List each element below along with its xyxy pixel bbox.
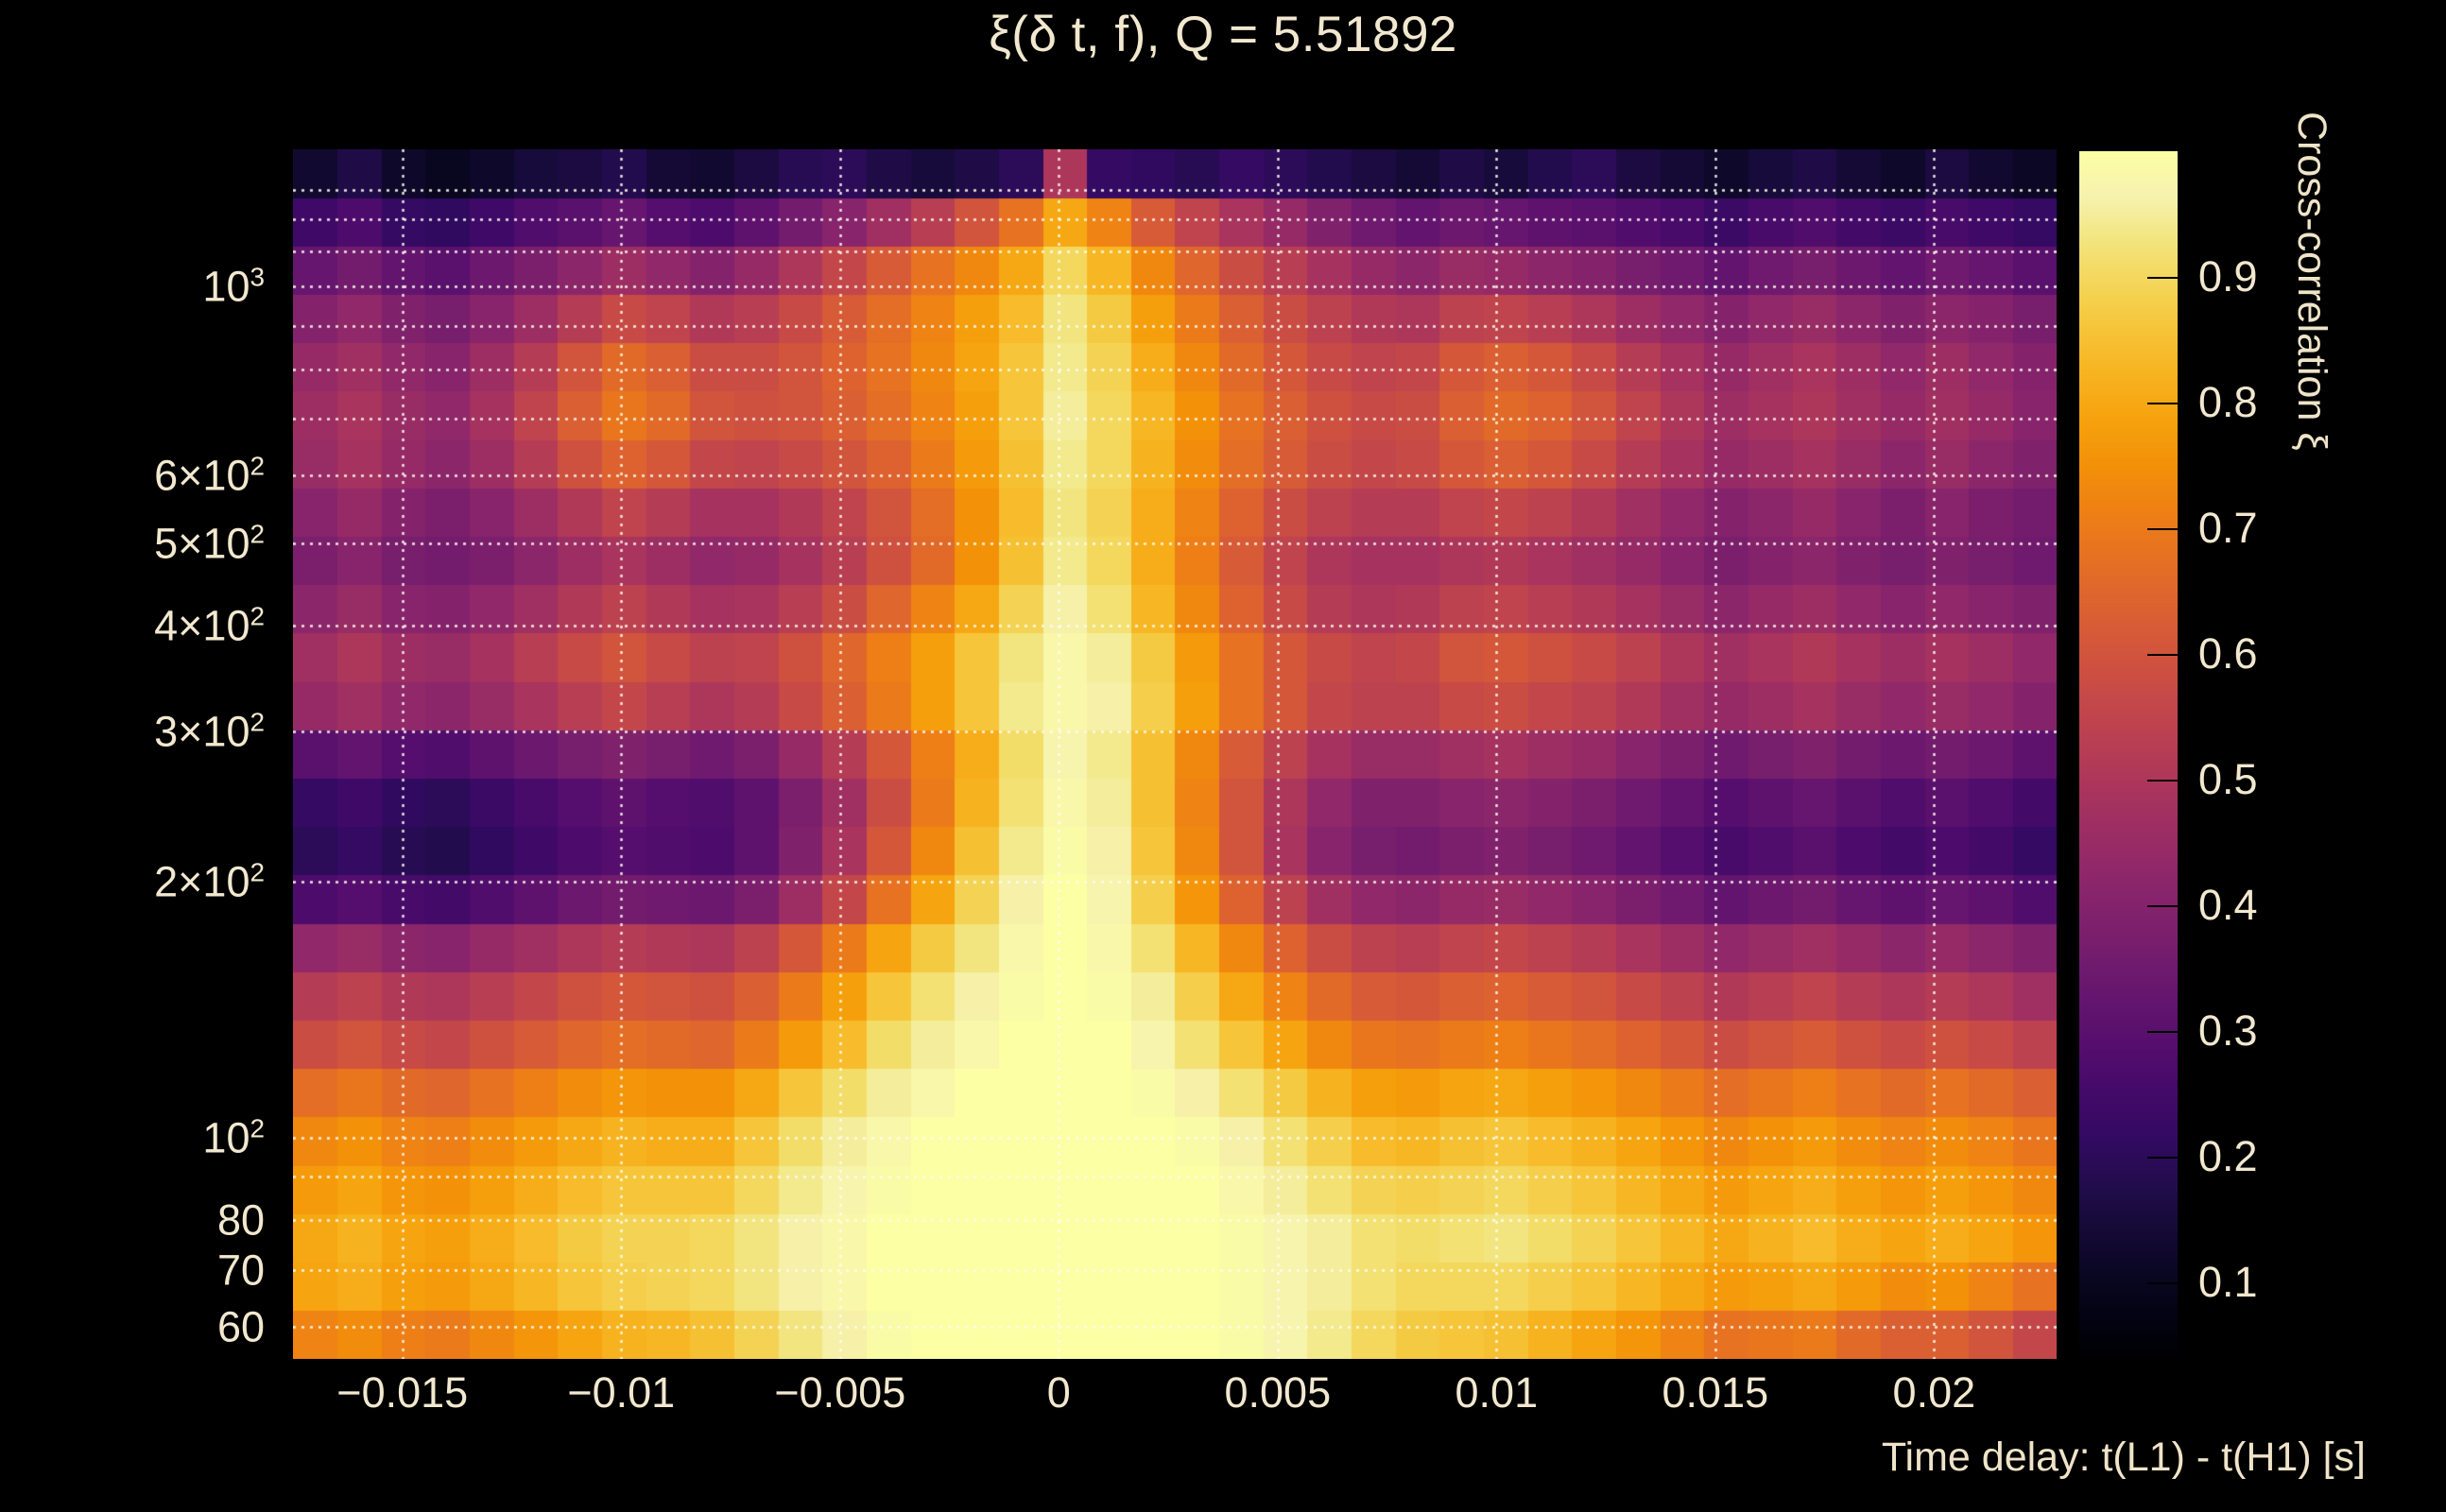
x-tick-label: 0.01 (1455, 1368, 1539, 1417)
x-tick-label: −0.01 (567, 1368, 676, 1417)
colorbar-tick-label: 0.3 (2198, 1006, 2258, 1056)
y-tick-label: 5×102 (154, 519, 265, 567)
colorbar-tick-label: 0.2 (2198, 1132, 2258, 1181)
x-axis-tick-labels: −0.015 −0.01 −0.005 0 0.005 0.01 0.015 0.02 (293, 1368, 2057, 1427)
colorbar-tick-label: 0.8 (2198, 378, 2258, 427)
y-tick-label: 4×102 (154, 601, 265, 650)
colorbar-tick-label: 0.9 (2198, 252, 2258, 301)
x-tick-label: 0.02 (1892, 1368, 1976, 1417)
x-tick-label: −0.015 (336, 1368, 469, 1417)
y-tick-label: 70 (216, 1246, 265, 1295)
y-axis-tick-labels: 103 6×102 5×102 4×102 3×102 2×102 102 80 70 60 (0, 149, 282, 1359)
x-tick-label: −0.005 (774, 1368, 906, 1417)
y-tick-label: 102 (202, 1113, 265, 1162)
colorbar-tick-label: 0.1 (2198, 1258, 2258, 1307)
colorbar-label: Cross-correlation ξ (2289, 112, 2334, 451)
colorbar-tick-label: 0.4 (2198, 881, 2258, 930)
x-axis-label: Time delay: t(L1) - t(H1) [s] (1881, 1435, 2366, 1480)
x-tick-label: 0.005 (1224, 1368, 1332, 1417)
x-tick-label: 0 (1046, 1368, 1071, 1417)
y-tick-label: 3×102 (154, 707, 265, 756)
colorbar-tick-label: 0.5 (2198, 755, 2258, 804)
colorbar[interactable] (2079, 151, 2178, 1358)
y-tick-label: 2×102 (154, 857, 265, 906)
y-tick-label: 103 (202, 262, 265, 311)
y-tick-label: 6×102 (154, 451, 265, 500)
colorbar-tick-label: 0.6 (2198, 629, 2258, 679)
page-title: ξ(δ t, f), Q = 5.51892 (989, 7, 1457, 62)
heatmap-plot-area[interactable] (293, 149, 2057, 1359)
colorbar-gradient (2079, 151, 2178, 1358)
colorbar-tick-labels: 0.9 0.8 0.7 0.6 0.5 0.4 0.3 0.2 0.1 (2178, 151, 2319, 1358)
y-tick-label: 80 (216, 1195, 265, 1245)
colorbar-tick-label: 0.7 (2198, 504, 2258, 553)
heatmap-image (293, 149, 2057, 1359)
x-tick-label: 0.015 (1662, 1368, 1769, 1417)
y-tick-label: 60 (216, 1302, 265, 1351)
